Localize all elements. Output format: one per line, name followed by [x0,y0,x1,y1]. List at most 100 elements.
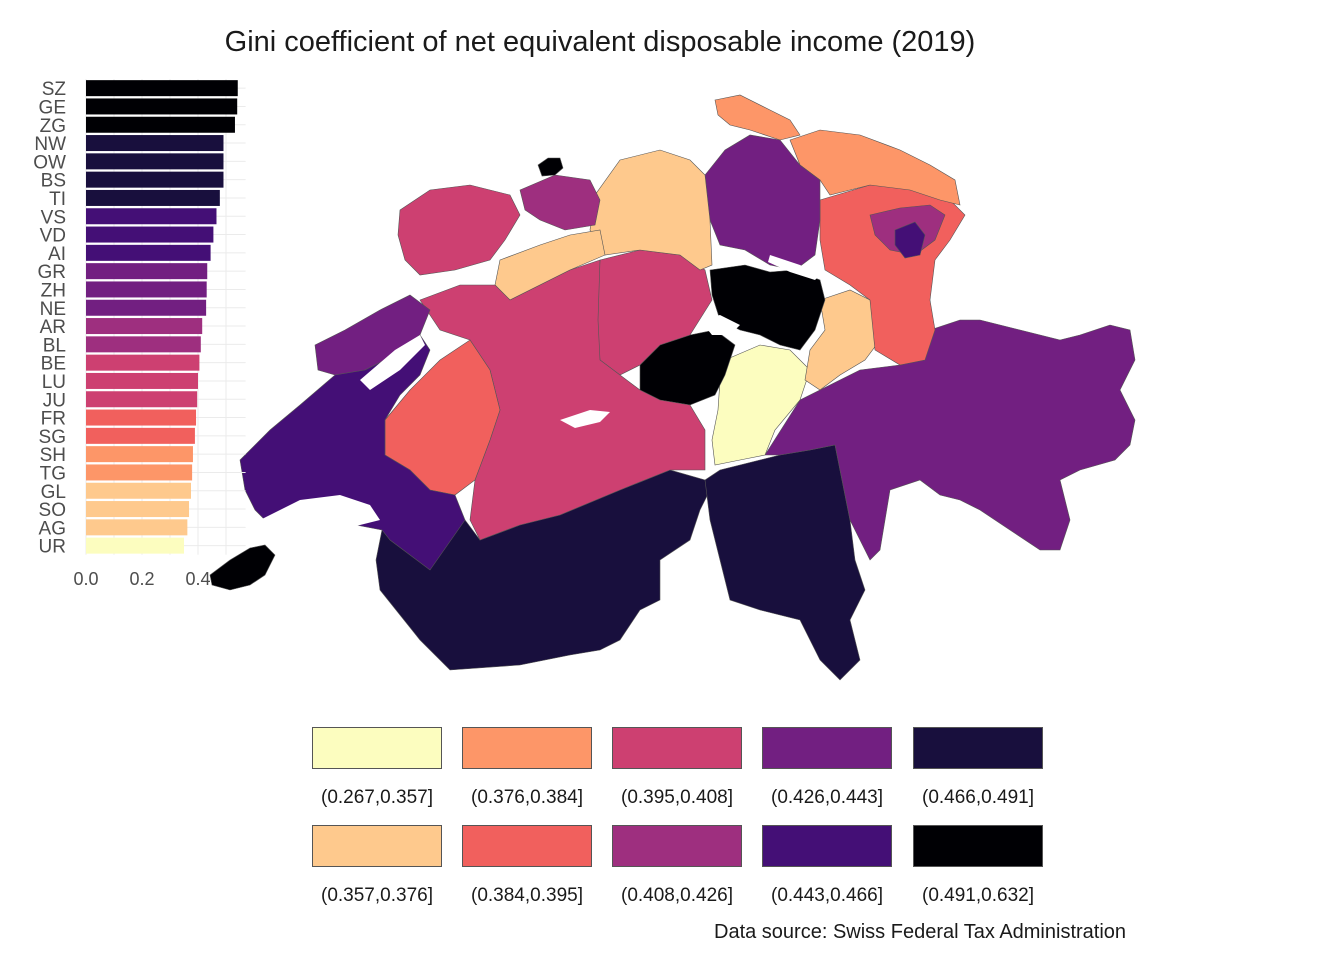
y-tick-label: SH [40,445,66,466]
y-tick-label: SZ [42,79,67,100]
bar-ar [86,318,203,335]
data-source-note: Data source: Swiss Federal Tax Administr… [714,921,1127,943]
canton-bl [519,174,601,231]
y-tick-label: LU [42,372,66,393]
y-tick-label: SO [39,500,66,521]
y-tick-label: ZH [41,280,66,301]
y-tick-label: ZG [40,116,66,137]
bar-ge [86,98,238,115]
bar-zh [86,281,207,298]
legend-label: (0.491,0.632] [922,885,1034,906]
bar-ag [86,519,188,536]
legend-swatch [612,825,742,867]
lake-thun [560,410,610,428]
canton-gr [764,319,1136,561]
legend-label: (0.408,0.426] [621,885,733,906]
y-tick-label: BE [41,354,66,375]
canton-ai [894,221,926,259]
bar-sz [86,80,238,97]
legend-swatch [913,727,1043,769]
y-axis-labels: SZGEZGNWOWBSTIVSVDAIGRZHNEARBLBELUJUFRSG… [33,79,66,558]
bar-nw [86,135,224,152]
y-tick-label: FR [41,409,66,430]
canton-tg [789,129,961,206]
legend-label: (0.466,0.491] [922,787,1034,808]
y-tick-label: TI [49,189,66,210]
y-tick-label: BS [41,171,66,192]
canton-sh [714,94,801,141]
canton-ge [209,544,276,591]
legend-label: (0.426,0.443] [771,787,883,808]
lake-geneva [260,495,380,532]
bar-vs [86,208,217,225]
bar-be [86,354,200,371]
bar-ur [86,537,184,554]
bar-chart: SZGEZGNWOWBSTIVSVDAIGRZHNEARBLBELUJUFRSG… [33,79,246,589]
bar-so [86,501,190,518]
x-axis-labels: 0.0 0.2 0.4 [73,569,210,589]
legend-swatch [312,825,442,867]
bar-lu [86,372,198,389]
y-tick-label: OW [33,152,66,173]
switzerland-map [209,94,1136,681]
legend-swatch [612,727,742,769]
y-tick-label: AG [39,518,66,539]
legend-label: (0.384,0.395] [471,885,583,906]
canton-ur [711,344,811,466]
bar-ti [86,189,220,206]
y-tick-label: NE [40,299,66,320]
bar-series [86,80,238,554]
legend-swatch [762,727,892,769]
bar-gl [86,482,191,499]
y-tick-label: SG [39,427,66,448]
y-tick-label: GL [41,482,66,503]
legend-swatch [762,825,892,867]
legend-label: (0.376,0.384] [471,787,583,808]
bar-ne [86,299,207,316]
bar-tg [86,464,193,481]
y-tick-label: JU [43,390,66,411]
legend-label: (0.395,0.408] [621,787,733,808]
bar-zg [86,116,235,133]
canton-gl [804,289,881,391]
canton-ag [589,149,713,271]
canton-zh [704,134,821,271]
bar-vd [86,226,214,243]
legend-label: (0.267,0.357] [321,787,433,808]
legend-swatch [913,825,1043,867]
legend-swatch [462,825,592,867]
canton-ju [397,184,521,276]
bar-sg [86,427,195,444]
y-tick-label: NW [34,134,66,155]
lake-neuchatel [360,335,425,390]
lake-lucerne [700,315,740,335]
canton-bs [537,157,564,177]
y-tick-label: VD [40,226,66,247]
lake-zurich [768,255,820,280]
bar-bl [86,336,201,353]
y-tick-label: AI [48,244,66,265]
legend-swatch [462,727,592,769]
y-tick-label: TG [40,463,66,484]
y-tick-label: BL [43,335,66,356]
legend-swatch [312,727,442,769]
chart-title: Gini coefficient of net equivalent dispo… [224,26,976,58]
y-tick-label: VS [41,207,66,228]
x-tick-label: 0.0 [73,569,98,589]
bar-ow [86,153,224,170]
bar-gr [86,263,208,280]
x-tick-label: 0.4 [185,569,210,589]
y-tick-label: GE [39,97,66,118]
legend-label: (0.357,0.376] [321,885,433,906]
y-tick-label: AR [40,317,66,338]
y-tick-label: UR [39,537,66,558]
bar-ju [86,391,198,408]
y-tick-label: GR [38,262,67,283]
canton-ti [704,444,866,681]
canton-sz [709,264,826,351]
bar-fr [86,409,197,426]
bar-bs [86,171,224,188]
x-tick-label: 0.2 [129,569,154,589]
bar-sh [86,446,193,463]
